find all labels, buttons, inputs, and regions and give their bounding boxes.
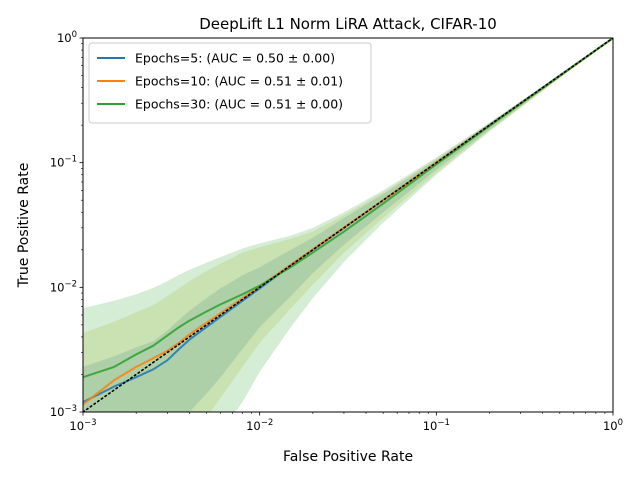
x-tick-label: 10−1	[423, 418, 450, 433]
legend-label-epochs-5: Epochs=5: (AUC = 0.50 ± 0.00)	[135, 51, 335, 66]
y-tick-label: 10−2	[50, 279, 77, 294]
legend-label-epochs-10: Epochs=10: (AUC = 0.51 ± 0.01)	[135, 74, 343, 89]
chart-title: DeepLift L1 Norm LiRA Attack, CIFAR-10	[199, 15, 497, 33]
plot-frame	[82, 37, 614, 413]
x-tick-label: 100	[603, 418, 623, 433]
x-axis-label: False Positive Rate	[283, 449, 413, 465]
x-tick-label: 10−2	[246, 418, 273, 433]
y-axis-ticks: 10−3 10−2 10−1 100	[50, 30, 83, 419]
legend-label-epochs-30: Epochs=30: (AUC = 0.51 ± 0.00)	[135, 97, 343, 112]
legend-box	[88, 42, 372, 124]
series-line-epochs-30	[83, 38, 613, 379]
y-tick-label: 100	[57, 30, 77, 45]
reference-diagonal-line	[83, 38, 613, 412]
y-axis-label: True Positive Rate	[16, 163, 32, 289]
y-tick-label: 10−3	[50, 404, 77, 419]
x-tick-label: 10−3	[69, 418, 96, 433]
y-tick-label: 10−1	[50, 155, 77, 170]
legend: Epochs=5: (AUC = 0.50 ± 0.00) Epochs=10: …	[88, 42, 372, 124]
x-axis-ticks: 10−3 10−2 10−1 100	[69, 412, 623, 433]
reference-line-group	[83, 38, 613, 412]
